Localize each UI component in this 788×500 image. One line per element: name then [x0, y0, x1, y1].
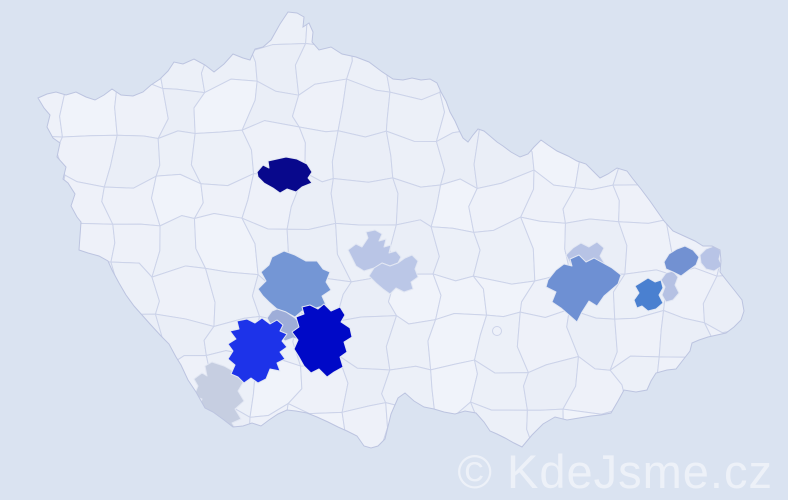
district-cell [430, 226, 481, 282]
district-highlands-periwinkle-lower[interactable] [368, 254, 419, 295]
district-cell [330, 177, 399, 226]
district-cell [331, 130, 394, 183]
district-east-royal-blue[interactable] [633, 277, 664, 312]
district-cell [190, 129, 255, 187]
district-capital-navy[interactable] [256, 156, 313, 194]
district-south-royal-blue[interactable] [291, 303, 353, 378]
district-northeast-cornflower[interactable] [663, 245, 700, 277]
highlighted-districts [193, 156, 723, 430]
district-cell [618, 219, 674, 276]
small-district-circle [492, 326, 502, 336]
district-east-periwinkle-small[interactable] [660, 270, 680, 303]
district-south-bright-blue[interactable] [227, 317, 288, 384]
watermark: © KdeJsme.cz [457, 445, 773, 498]
district-east-cornflower[interactable] [545, 254, 622, 323]
